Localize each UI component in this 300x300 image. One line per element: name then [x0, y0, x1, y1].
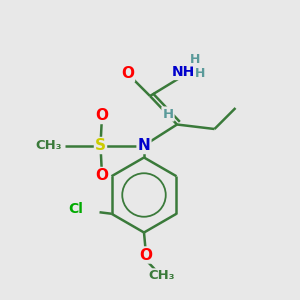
Text: NH: NH [171, 65, 195, 79]
Text: O: O [139, 248, 152, 262]
Text: CH₃: CH₃ [149, 269, 175, 282]
Text: H: H [162, 107, 174, 121]
Text: O: O [95, 108, 109, 123]
Text: H: H [190, 53, 200, 66]
Text: H: H [195, 67, 205, 80]
Text: Cl: Cl [68, 202, 83, 216]
Text: O: O [95, 168, 109, 183]
Text: N: N [138, 138, 150, 153]
Text: CH₃: CH₃ [35, 139, 62, 152]
Text: O: O [121, 66, 134, 81]
Text: S: S [95, 138, 106, 153]
